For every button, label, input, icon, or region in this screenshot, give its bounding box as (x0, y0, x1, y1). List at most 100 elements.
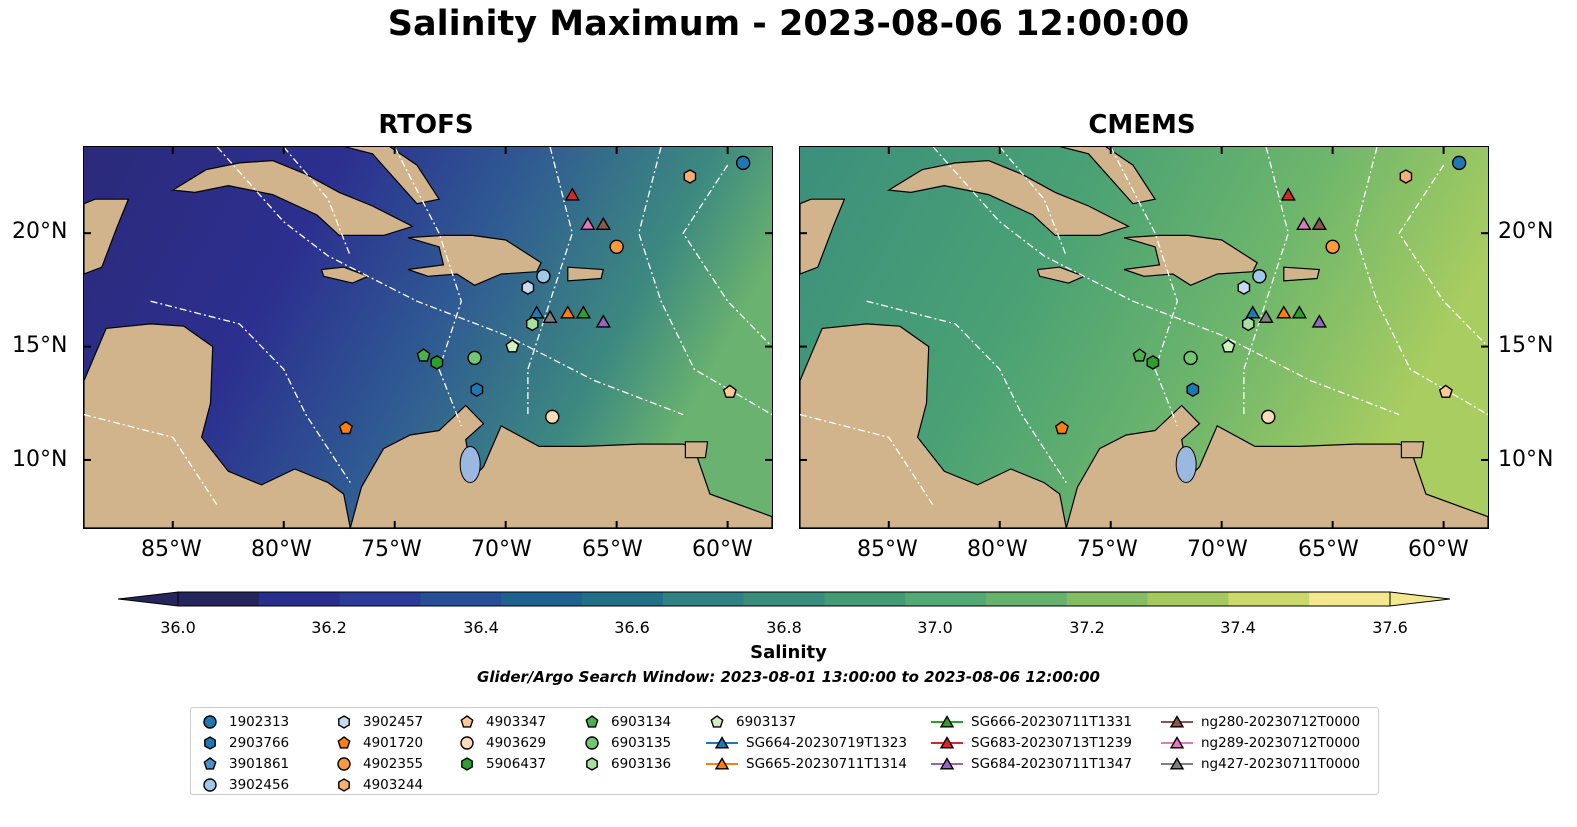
obs-marker-SG683-20230713T1239 (564, 187, 580, 201)
lon-label-65w-right: 65°W (1298, 537, 1359, 562)
legend-label: 6903134 (611, 714, 672, 730)
obs-marker-2903766 (470, 382, 484, 398)
obs-marker-SG666-20230711T1331 (575, 305, 592, 319)
legend-marker-SG664-20230719T1323 (714, 736, 730, 749)
obs-marker-5906437 (1146, 355, 1160, 370)
obs-marker-SG683-20230713T1239 (1280, 187, 1296, 201)
lat-label-10n-left: 10°N (12, 447, 68, 472)
legend-item: SG684-20230711T1347 (931, 754, 1132, 774)
colorbar (117, 588, 1451, 614)
legend-marker-SG665-20230711T1314 (714, 757, 730, 770)
land-cuba (886, 159, 1131, 236)
obs-marker-4902355 (609, 239, 624, 254)
legend-label: 6903137 (736, 714, 797, 730)
panel-title-cmems: CMEMS (1088, 110, 1196, 140)
circle-marker-icon (337, 757, 351, 771)
legend-item: ng280-20230712T0000 (1161, 712, 1360, 732)
legend-marker-4903629 (460, 736, 474, 750)
legend-marker-1902313 (203, 715, 217, 729)
legend-marker-4902355 (337, 757, 351, 771)
triangle-marker-icon (931, 736, 963, 749)
legend-item: 3901861 (199, 754, 289, 774)
obs-marker-4902355 (1325, 239, 1340, 254)
legend-item: ng427-20230711T0000 (1161, 754, 1360, 774)
obs-marker-4901720 (1054, 420, 1069, 435)
colorbar-bin (1309, 592, 1391, 606)
colorbar-tick: 36.2 (311, 618, 347, 637)
legend-label: ng280-20230712T0000 (1201, 714, 1361, 730)
colorbar-tick: 37.4 (1220, 618, 1256, 637)
legend-label: SG666-20230711T1331 (971, 714, 1132, 730)
colorbar-bin (339, 592, 421, 606)
lon-label-70w-left: 70°W (471, 537, 532, 562)
lat-label-15n-left: 15°N (12, 333, 68, 358)
obs-marker-SG666-20230711T1331 (1291, 305, 1308, 319)
obs-marker-3902457 (1237, 280, 1251, 295)
colorbar-extend-low (117, 591, 179, 607)
colorbar-bin (258, 592, 341, 606)
legend-marker-5906437 (461, 757, 473, 771)
obs-marker-ng289-20230712T0000 (580, 216, 596, 231)
land-bahamas (343, 147, 441, 205)
pentagon-marker-icon (710, 715, 724, 728)
obs-marker-6903134 (1132, 348, 1147, 362)
lat-label-20n-right: 20°N (1498, 219, 1554, 244)
lon-label-85w-left: 85°W (141, 537, 202, 562)
legend-marker-SG683-20230713T1239 (939, 736, 955, 749)
obs-marker-6903135 (467, 350, 482, 366)
legend-marker-3902456 (203, 778, 217, 792)
obs-marker-ng289-20230712T0000 (1296, 216, 1312, 231)
colorbar-tick: 36.4 (463, 618, 499, 637)
eez-boundary (800, 413, 934, 506)
legend-marker-SG666-20230711T1331 (939, 715, 955, 728)
eez-boundary (1110, 147, 1178, 427)
eez-boundary (527, 147, 573, 415)
colorbar-bin (1147, 592, 1229, 606)
figure-title: Salinity Maximum - 2023-08-06 12:00:00 (387, 4, 1190, 44)
eez-boundary (84, 413, 218, 506)
colorbar-tick: 37.2 (1069, 618, 1105, 637)
legend-item: 4901720 (333, 733, 423, 753)
eez-boundary (150, 300, 351, 483)
colorbar-bin (1228, 592, 1310, 606)
lake-maracaibo (459, 446, 481, 483)
land-jamaica (320, 266, 370, 284)
legend-item: 5906437 (456, 754, 546, 774)
legend-item: 4903629 (456, 733, 546, 753)
obs-marker-6903136 (1242, 316, 1255, 332)
obs-marker-1902313 (735, 155, 751, 171)
land-hispaniola (1123, 234, 1258, 286)
legend-item: 3902457 (333, 712, 423, 732)
land-bahamas (1059, 147, 1157, 205)
legend-label: ng427-20230711T0000 (1201, 756, 1361, 772)
obs-marker-4903347 (722, 384, 737, 398)
legend-marker-4903244 (338, 778, 350, 792)
legend-item: SG665-20230711T1314 (706, 754, 907, 774)
eez-boundary (1354, 147, 1488, 416)
legend-marker-6903137 (710, 715, 724, 728)
legend-item: 6903137 (706, 712, 796, 732)
legend-label: SG684-20230711T1347 (971, 756, 1132, 772)
legend-item: 2903766 (199, 733, 289, 753)
legend-marker-6903134 (585, 715, 599, 728)
legend-marker-ng427-20230711T0000 (1169, 757, 1185, 770)
eez-boundary (932, 147, 1400, 416)
panel-title-rtofs: RTOFS (378, 110, 474, 140)
obs-marker-ng280-20230712T0000 (1311, 216, 1328, 231)
obs-marker-6903137 (505, 339, 520, 353)
lon-label-80w-right: 80°W (967, 537, 1028, 562)
land-yucatan (800, 198, 846, 275)
eez-boundary (682, 164, 772, 348)
cmems-map (799, 146, 1489, 529)
obs-marker-SG665-20230711T1314 (560, 305, 576, 319)
rtofs-map (83, 146, 773, 529)
legend-item: 6903135 (581, 733, 671, 753)
eez-boundary (283, 147, 351, 257)
legend-label: SG665-20230711T1314 (746, 756, 907, 772)
legend-marker-4901720 (337, 736, 351, 749)
obs-marker-6903136 (526, 316, 539, 332)
lon-label-60w-left: 60°W (692, 537, 753, 562)
legend-label: 2903766 (229, 735, 290, 751)
colorbar-bin (178, 592, 260, 606)
obs-marker-4903244 (683, 169, 697, 184)
